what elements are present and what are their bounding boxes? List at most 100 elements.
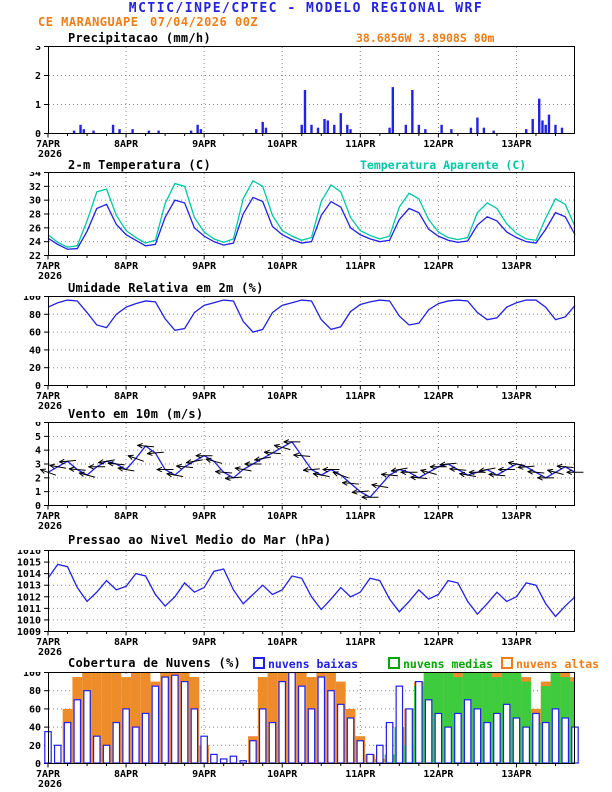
svg-text:9APR: 9APR (192, 391, 217, 402)
svg-text:1012: 1012 (17, 592, 41, 603)
legend-nuvens-altas-label: nuvens altas (516, 657, 600, 671)
svg-text:0: 0 (35, 501, 41, 512)
svg-text:7APR: 7APR (36, 261, 61, 272)
svg-text:22: 22 (29, 251, 41, 262)
svg-text:28: 28 (29, 210, 41, 221)
svg-text:11APR: 11APR (345, 511, 376, 522)
svg-text:12APR: 12APR (423, 139, 454, 150)
svg-text:5: 5 (35, 432, 41, 443)
nuvens-altas-swatch-icon (501, 657, 513, 669)
svg-text:9APR: 9APR (192, 261, 217, 272)
svg-text:1009: 1009 (17, 627, 41, 638)
svg-text:12APR: 12APR (423, 637, 454, 648)
svg-text:1014: 1014 (17, 569, 41, 580)
legend-nuvens-medias: nuvens medias (388, 656, 493, 671)
svg-text:10APR: 10APR (267, 391, 298, 402)
svg-text:0: 0 (35, 759, 41, 770)
svg-text:26: 26 (29, 223, 41, 234)
svg-text:10APR: 10APR (267, 139, 298, 150)
svg-text:0: 0 (35, 129, 41, 140)
panel-title-nuvens: Cobertura de Nuvens (%) (68, 656, 242, 670)
svg-text:8APR: 8APR (114, 511, 139, 522)
page-title: MCTIC/INPE/CPTEC - MODELO REGIONAL WRF (128, 1, 484, 16)
svg-text:2026: 2026 (38, 521, 62, 532)
svg-text:1013: 1013 (17, 581, 41, 592)
svg-text:2026: 2026 (38, 779, 62, 790)
svg-text:30: 30 (29, 196, 41, 207)
legend-nuvens-baixas: nuvens baixas (253, 656, 358, 671)
panel-title-umidade: Umidade Relativa em 2m (%) (68, 281, 264, 295)
svg-text:12APR: 12APR (423, 391, 454, 402)
svg-text:32: 32 (29, 182, 41, 193)
svg-text:7APR: 7APR (36, 139, 61, 150)
svg-text:9APR: 9APR (192, 139, 217, 150)
svg-text:13APR: 13APR (501, 139, 532, 150)
svg-text:3: 3 (35, 460, 41, 471)
svg-text:10APR: 10APR (267, 511, 298, 522)
svg-text:1010: 1010 (17, 615, 41, 626)
nuvens-baixas-swatch-icon (253, 657, 265, 669)
svg-text:11APR: 11APR (345, 261, 376, 272)
svg-text:80: 80 (29, 686, 41, 697)
svg-text:6: 6 (35, 422, 41, 429)
svg-text:10APR: 10APR (267, 637, 298, 648)
svg-text:1: 1 (35, 100, 41, 111)
svg-text:9APR: 9APR (192, 769, 217, 780)
panel-title-precipitacao: Precipitacao (mm/h) (68, 31, 211, 45)
svg-text:100: 100 (23, 672, 41, 679)
panel-title-pressao: Pressao ao Nivel Medio do Mar (hPa) (68, 533, 332, 547)
svg-text:7APR: 7APR (36, 391, 61, 402)
svg-text:13APR: 13APR (501, 391, 532, 402)
svg-text:10APR: 10APR (267, 769, 298, 780)
svg-text:8APR: 8APR (114, 139, 139, 150)
svg-text:11APR: 11APR (345, 637, 376, 648)
svg-text:40: 40 (29, 723, 41, 734)
svg-text:9APR: 9APR (192, 637, 217, 648)
location-label: 38.6856W 3.8908S 80m (356, 31, 495, 45)
svg-text:13APR: 13APR (501, 769, 532, 780)
svg-text:13APR: 13APR (501, 637, 532, 648)
svg-text:8APR: 8APR (114, 637, 139, 648)
legend-nuvens-altas: nuvens altas (501, 656, 599, 671)
svg-text:4: 4 (35, 446, 41, 457)
svg-text:100: 100 (23, 296, 41, 303)
nuvens-medias-swatch-icon (388, 657, 400, 669)
panel-title-temperatura: 2-m Temperatura (C) (68, 158, 211, 172)
svg-text:80: 80 (29, 310, 41, 321)
svg-text:8APR: 8APR (114, 769, 139, 780)
legend-nuvens-baixas-label: nuvens baixas (268, 657, 359, 671)
svg-text:1015: 1015 (17, 558, 41, 569)
svg-text:13APR: 13APR (501, 261, 532, 272)
apparent-temperature-label: Temperatura Aparente (C) (360, 158, 527, 172)
svg-text:24: 24 (29, 237, 41, 248)
svg-text:12APR: 12APR (423, 261, 454, 272)
svg-text:7APR: 7APR (36, 511, 61, 522)
svg-text:1016: 1016 (17, 550, 41, 557)
svg-text:2026: 2026 (38, 271, 62, 282)
svg-text:11APR: 11APR (345, 391, 376, 402)
svg-text:2026: 2026 (38, 647, 62, 658)
svg-text:11APR: 11APR (345, 769, 376, 780)
svg-text:2026: 2026 (38, 149, 62, 160)
station-name: CE MARANGUAPE (38, 15, 139, 29)
svg-text:1: 1 (35, 487, 41, 498)
svg-text:12APR: 12APR (423, 511, 454, 522)
svg-text:8APR: 8APR (114, 391, 139, 402)
svg-text:2026: 2026 (38, 401, 62, 412)
svg-text:10APR: 10APR (267, 261, 298, 272)
svg-text:3: 3 (35, 46, 41, 53)
svg-text:2: 2 (35, 71, 41, 82)
panel-title-vento: Vento em 10m (m/s) (68, 407, 204, 421)
svg-text:7APR: 7APR (36, 769, 61, 780)
svg-text:11APR: 11APR (345, 139, 376, 150)
svg-text:1011: 1011 (17, 604, 41, 615)
svg-text:34: 34 (29, 172, 41, 179)
svg-text:7APR: 7APR (36, 637, 61, 648)
